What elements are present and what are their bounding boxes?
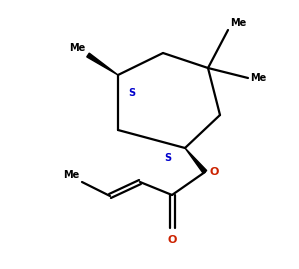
Polygon shape [185, 148, 207, 174]
Text: Me: Me [69, 43, 85, 53]
Text: Me: Me [230, 18, 246, 28]
Polygon shape [87, 53, 118, 75]
Text: Me: Me [63, 170, 79, 180]
Text: Me: Me [250, 73, 266, 83]
Text: S: S [164, 153, 172, 163]
Text: S: S [129, 88, 135, 98]
Text: O: O [167, 235, 177, 245]
Text: O: O [210, 167, 219, 177]
